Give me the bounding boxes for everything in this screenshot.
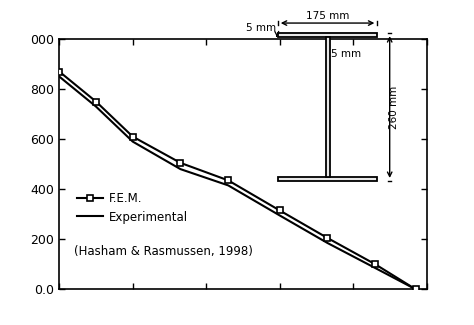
Legend: F.E.M., Experimental: F.E.M., Experimental	[73, 187, 193, 228]
Text: (Hasham & Rasmussen, 1998): (Hasham & Rasmussen, 1998)	[74, 245, 253, 258]
Text: 260 mm: 260 mm	[389, 85, 399, 129]
Bar	[326, 37, 329, 177]
Bar	[278, 177, 377, 181]
Text: 175 mm: 175 mm	[306, 11, 349, 21]
Text: 5 mm: 5 mm	[246, 23, 276, 33]
Text: 5 mm: 5 mm	[331, 49, 361, 59]
Bar	[278, 33, 377, 37]
